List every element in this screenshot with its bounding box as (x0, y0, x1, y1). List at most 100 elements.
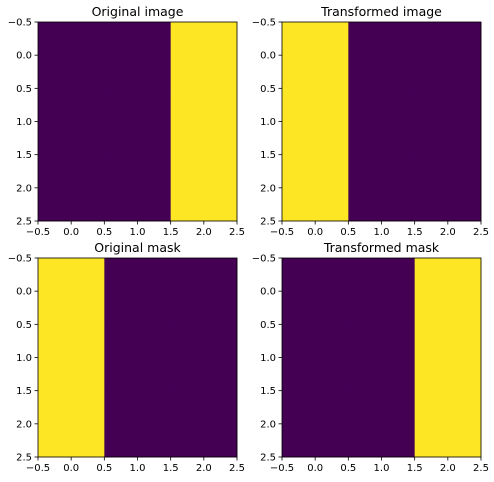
x-tick-label: −0.5 (26, 227, 50, 238)
x-tick-label: 1.0 (130, 463, 146, 474)
x-tick-label: −0.5 (26, 463, 50, 474)
transformed-image-panel: Transformed image−0.5 0.0 0.5 1.0 1.5 2.0 2.5−… (252, 4, 489, 238)
heatmap-cell (104, 22, 172, 89)
y-tick-label: −0.5 (8, 254, 32, 265)
heatmap-cell (348, 88, 416, 156)
heatmap-cell (38, 258, 105, 325)
heatmap-cell (170, 390, 238, 458)
heatmap-cell (104, 88, 172, 156)
x-tick-label: 1.0 (374, 463, 390, 474)
original-image-panel: Original image−0.5 0.0 0.5 1.0 1.5 2.0 2.5−0.5… (8, 4, 245, 238)
y-tick-label: 1.5 (260, 150, 276, 161)
x-tick-label: −0.5 (270, 463, 294, 474)
heatmap-cell (170, 22, 238, 89)
y-tick-label: 1.0 (16, 117, 32, 128)
transformed-mask-panel: Transformed mask−0.5 0.0 0.5 1.0 1.5 2.0 2.5−0… (252, 240, 489, 474)
y-tick-label: 2.0 (16, 419, 32, 430)
heatmap-cell (104, 390, 172, 458)
heatmap-cell (348, 390, 416, 458)
heatmap-cell (414, 390, 482, 458)
y-tick-label: 0.0 (260, 51, 276, 62)
y-tick-label: −0.5 (252, 18, 276, 29)
heatmap-cell (38, 154, 105, 222)
heatmap-cell (282, 390, 349, 458)
heatmap-cell (348, 154, 416, 222)
subplot-title: Transformed image (320, 4, 442, 19)
y-tick-label: 2.5 (260, 453, 276, 464)
y-tick-label: 1.5 (16, 386, 32, 397)
heatmap-cell (414, 88, 482, 156)
x-tick-label: 0.0 (307, 227, 323, 238)
y-tick-label: 0.0 (16, 287, 32, 298)
heatmap-cell (104, 258, 172, 325)
x-tick-label: 2.0 (440, 463, 456, 474)
x-tick-label: 1.5 (407, 463, 423, 474)
heatmap-cell (104, 154, 172, 222)
y-tick-label: 1.5 (260, 386, 276, 397)
x-tick-label: 0.5 (340, 227, 356, 238)
heatmap-cell (348, 22, 416, 89)
x-tick-label: 1.5 (407, 227, 423, 238)
heatmap-cell (282, 154, 349, 222)
y-tick-label: 2.5 (16, 453, 32, 464)
y-tick-label: 2.0 (260, 183, 276, 194)
subplot-title: Original image (92, 4, 184, 19)
y-tick-label: 1.0 (260, 353, 276, 364)
y-tick-label: 1.0 (260, 117, 276, 128)
heatmap-cell (282, 324, 349, 392)
x-tick-label: −0.5 (270, 227, 294, 238)
heatmap-cell (170, 88, 238, 156)
y-tick-label: −0.5 (252, 254, 276, 265)
subplot-title: Original mask (94, 240, 181, 255)
subplot-title: Transformed mask (323, 240, 440, 255)
x-tick-label: 0.0 (63, 227, 79, 238)
y-tick-label: 2.5 (260, 217, 276, 228)
x-tick-label: 0.5 (96, 227, 112, 238)
heatmap-cell (38, 390, 105, 458)
y-tick-label: 2.0 (260, 419, 276, 430)
heatmap-cell (282, 22, 349, 89)
heatmap-cell (104, 324, 172, 392)
heatmap-cell (414, 22, 482, 89)
y-tick-label: 0.5 (260, 84, 276, 95)
heatmap-cell (170, 154, 238, 222)
x-tick-label: 0.0 (63, 463, 79, 474)
heatmap-cell (282, 258, 349, 325)
y-tick-label: 2.5 (16, 217, 32, 228)
x-tick-label: 2.5 (473, 227, 489, 238)
x-tick-label: 1.0 (374, 227, 390, 238)
heatmap-cell (414, 154, 482, 222)
heatmap-cell (282, 88, 349, 156)
x-tick-label: 2.0 (196, 463, 212, 474)
y-tick-label: 0.0 (16, 51, 32, 62)
x-tick-label: 2.0 (196, 227, 212, 238)
heatmap-cell (38, 324, 105, 392)
heatmap-cell (170, 258, 238, 325)
x-tick-label: 2.5 (473, 463, 489, 474)
y-tick-label: 1.5 (16, 150, 32, 161)
x-tick-label: 0.5 (96, 463, 112, 474)
x-tick-label: 1.5 (163, 227, 179, 238)
x-tick-label: 0.0 (307, 463, 323, 474)
heatmap-cell (414, 258, 482, 325)
y-tick-label: 0.5 (260, 320, 276, 331)
heatmap-cell (170, 324, 238, 392)
x-tick-label: 2.5 (229, 227, 245, 238)
y-tick-label: 0.0 (260, 287, 276, 298)
x-tick-label: 1.0 (130, 227, 146, 238)
original-mask-panel: Original mask−0.5 0.0 0.5 1.0 1.5 2.0 2.5−0.50… (8, 240, 245, 474)
heatmap-cell (414, 324, 482, 392)
y-tick-label: 2.0 (16, 183, 32, 194)
x-tick-label: 2.5 (229, 463, 245, 474)
heatmap-cell (348, 258, 416, 325)
y-tick-label: 0.5 (16, 320, 32, 331)
heatmap-cell (38, 88, 105, 156)
y-tick-label: 0.5 (16, 84, 32, 95)
y-tick-label: 1.0 (16, 353, 32, 364)
x-tick-label: 0.5 (340, 463, 356, 474)
heatmap-cell (38, 22, 105, 89)
x-tick-label: 1.5 (163, 463, 179, 474)
y-tick-label: −0.5 (8, 18, 32, 29)
x-tick-label: 2.0 (440, 227, 456, 238)
